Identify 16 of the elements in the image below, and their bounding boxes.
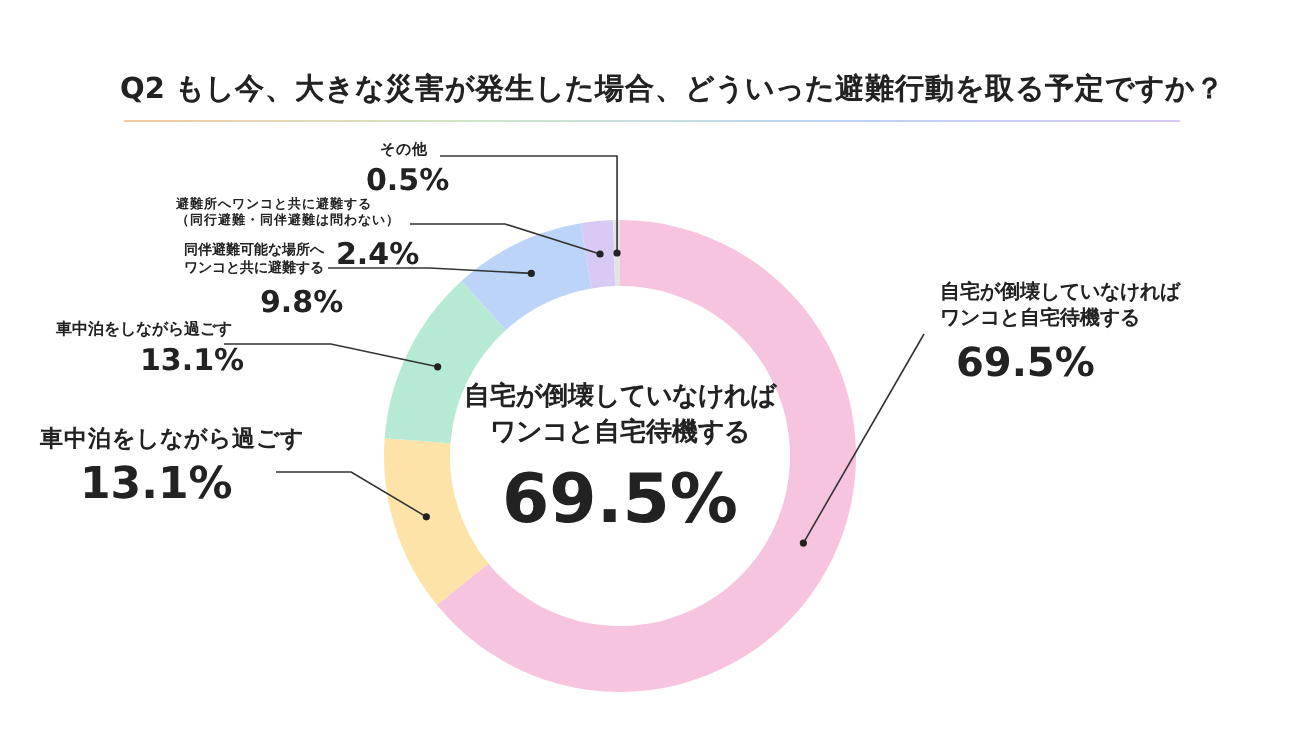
text: 自宅が倒壊していなければワンコと自宅待機する [462,380,779,453]
donut-slice [437,220,856,692]
donut-slice [580,220,616,289]
data-label: 13.1% [140,340,245,381]
data-label: 0.5% [366,160,450,198]
slice-label: 車中泊をしながら過ごす [56,320,232,341]
donut-slice [461,223,592,331]
donut-slice [384,438,489,606]
slice-label: 自宅が倒壊していなければワンコと自宅待機する [940,280,1180,332]
data-label: 69.5% [956,336,1095,390]
slice-label: 車中泊をしながら過ごす [40,424,304,454]
data-label: 2.4% [336,234,420,275]
data-label: 13.1% [80,458,233,514]
chart-title: Q2 もし今、大きな災害が発生した場合、どういった避難行動を取る予定ですか？ [120,72,1225,110]
data-label: 9.8% [260,282,344,323]
text: 69.5% [500,460,740,540]
